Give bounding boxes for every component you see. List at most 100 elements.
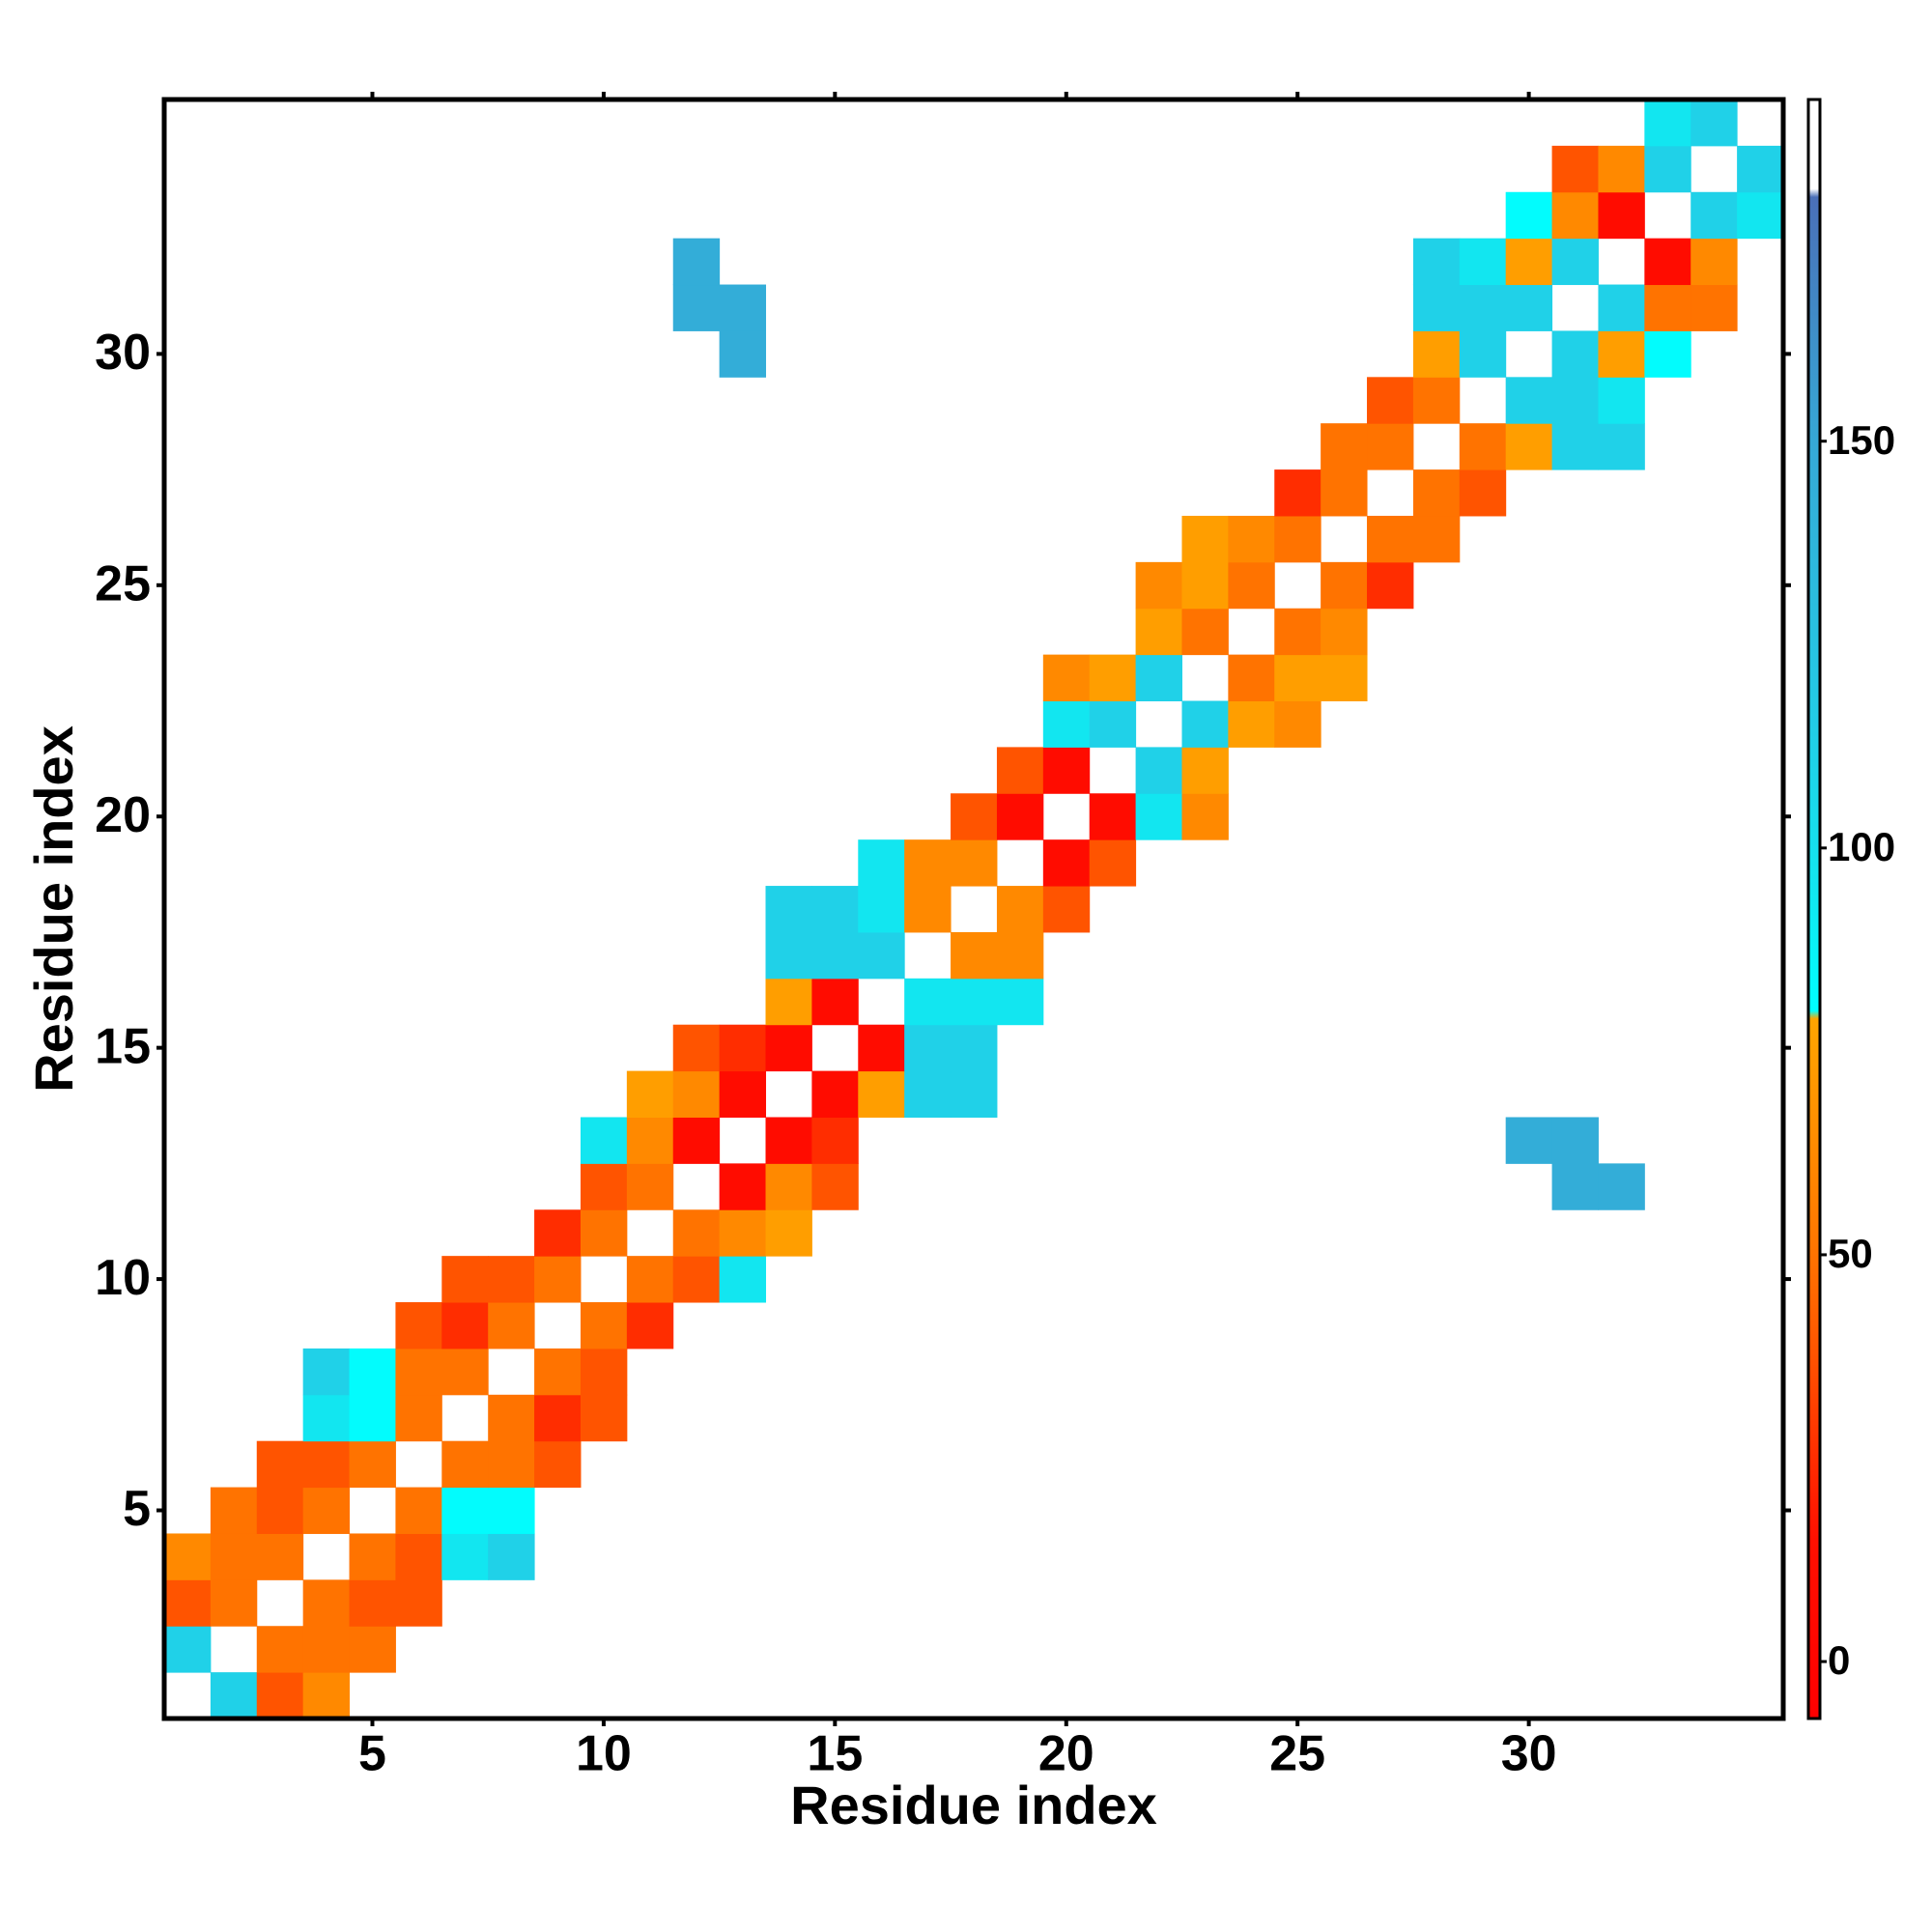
heatmap-cell (302, 1394, 351, 1442)
heatmap-cell (349, 1626, 396, 1673)
heatmap-cell (349, 1579, 396, 1627)
y-tick-label: 20 (95, 787, 151, 843)
heatmap-cell (1598, 145, 1645, 193)
heatmap-cell (1181, 793, 1229, 840)
heatmap-cell (672, 1117, 721, 1164)
heatmap-cell (1321, 423, 1368, 470)
heatmap-cell (302, 1487, 351, 1534)
heatmap-cell (765, 1163, 812, 1210)
heatmap-cell (904, 886, 952, 933)
heatmap-cell (1042, 654, 1091, 702)
heatmap-cell (672, 1024, 721, 1072)
heatmap-cell (1690, 99, 1738, 147)
heatmap-cell (1089, 654, 1137, 702)
colorbar (1806, 98, 1822, 1720)
heatmap-cell (811, 978, 859, 1026)
heatmap-cell (858, 886, 905, 933)
heatmap-cell (1321, 469, 1368, 517)
heatmap-cell (534, 1209, 582, 1257)
heatmap-cell (1181, 515, 1229, 563)
heatmap-cell (1459, 284, 1507, 331)
heatmap-cell (672, 284, 721, 331)
heatmap-cell (626, 1302, 674, 1350)
heatmap-cell (904, 1024, 952, 1072)
x-tick-label: 25 (1269, 1726, 1325, 1782)
heatmap-cell (858, 931, 905, 980)
heatmap-cell (580, 1394, 628, 1442)
heatmap-cell (1274, 654, 1321, 702)
heatmap-cell (996, 931, 1044, 980)
heatmap-cell (1644, 284, 1691, 331)
heatmap-cell (1551, 377, 1599, 424)
heatmap-cell (302, 1672, 351, 1719)
heatmap-cell (534, 1440, 582, 1489)
heatmap-cell (672, 238, 721, 286)
heatmap-cell (441, 1348, 489, 1396)
heatmap-cell (302, 1440, 351, 1489)
heatmap-cell (1459, 238, 1507, 286)
heatmap-cell (1551, 1117, 1599, 1164)
heatmap-cell (395, 1348, 442, 1396)
heatmap-cell (1089, 839, 1137, 887)
heatmap-cell (1321, 608, 1368, 656)
heatmap-cell (996, 747, 1044, 794)
heatmap-cell (1644, 330, 1691, 378)
heatmap-cell (1551, 330, 1599, 378)
x-axis-title: Residue index (790, 1775, 1157, 1835)
heatmap-cell (256, 1533, 304, 1580)
heatmap-cell (1598, 377, 1645, 424)
heatmap-cell (488, 1256, 535, 1303)
heatmap-cell (719, 1070, 767, 1118)
heatmap-cell (858, 839, 905, 887)
heatmap-cell (1181, 608, 1229, 656)
heatmap-cell (1551, 1163, 1599, 1210)
heatmap-cell (534, 1256, 582, 1303)
y-axis-title: Residue index (23, 725, 84, 1093)
y-tick-label: 15 (95, 1018, 151, 1074)
heatmap-cell (210, 1533, 258, 1580)
heatmap-cell (1135, 654, 1182, 702)
heatmap-cell (1181, 700, 1229, 748)
heatmap-cell (1228, 561, 1275, 610)
heatmap-cell (1135, 608, 1182, 656)
heatmap-cell (811, 1117, 859, 1164)
heatmap-cell (1505, 284, 1553, 331)
x-tick-label: 10 (576, 1726, 632, 1782)
heatmap-cell (1181, 747, 1229, 794)
heatmap-cell (626, 1256, 674, 1303)
heatmap-cell (1367, 377, 1414, 424)
heatmap-cell (1042, 700, 1091, 748)
heatmap-cell (1412, 377, 1461, 424)
heatmap-cells (164, 99, 1784, 1719)
heatmap-cell (1274, 700, 1321, 748)
heatmap-cell (1228, 515, 1275, 563)
heatmap-cell (395, 1579, 442, 1627)
heatmap-cell (1042, 839, 1091, 887)
heatmap-cell (210, 1672, 258, 1719)
heatmap-cell (256, 1626, 304, 1673)
x-tick-label: 20 (1038, 1726, 1094, 1782)
heatmap-cell (349, 1440, 396, 1489)
heatmap-cell (1598, 330, 1645, 378)
heatmap-cell (164, 1626, 212, 1673)
heatmap-cell (349, 1533, 396, 1580)
heatmap-cell (488, 1440, 535, 1489)
heatmap-cell (811, 886, 859, 933)
heatmap-cell (719, 1256, 767, 1303)
heatmap-cell (951, 839, 998, 887)
heatmap-cell (811, 931, 859, 980)
heatmap-cell (1551, 191, 1599, 240)
x-tick-label: 5 (358, 1726, 386, 1782)
heatmap-cell (441, 1256, 489, 1303)
y-tick-label: 10 (95, 1250, 151, 1306)
heatmap-cell (580, 1209, 628, 1257)
heatmap-cell (1135, 747, 1182, 794)
heatmap-cell (904, 978, 952, 1026)
heatmap-cell (1228, 700, 1275, 748)
heatmap-cell (1598, 191, 1645, 240)
heatmap-cell (1412, 515, 1461, 563)
heatmap-cell (441, 1487, 489, 1534)
heatmap-cell (488, 1533, 535, 1580)
heatmap-cell (858, 1024, 905, 1072)
